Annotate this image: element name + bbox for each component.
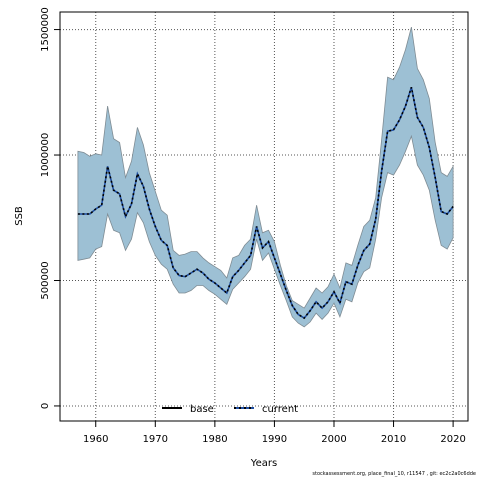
footer-credit: stockassessment.org, place_final_10, r11… bbox=[312, 471, 476, 477]
y-axis: 0 500000 1000000 1500000 bbox=[40, 7, 60, 409]
x-tick-label-1980: 1980 bbox=[202, 434, 227, 445]
legend-label-current: current bbox=[262, 404, 298, 415]
x-tick-label-1990: 1990 bbox=[262, 434, 287, 445]
y-tick-label-0: 0 bbox=[40, 403, 51, 409]
x-tick-label-1960: 1960 bbox=[83, 434, 108, 445]
plot-frame bbox=[59, 11, 469, 422]
x-tick-label-1970: 1970 bbox=[143, 434, 168, 445]
y-tick-label-1500000: 1500000 bbox=[40, 7, 51, 52]
x-tick-label-2010: 2010 bbox=[381, 434, 406, 445]
legend-label-base: base bbox=[190, 404, 214, 415]
y-tick-label-1000000: 1000000 bbox=[40, 133, 51, 178]
legend: base current bbox=[162, 404, 298, 415]
ssb-median-line-dots bbox=[77, 87, 454, 320]
y-tick-label-500000: 500000 bbox=[40, 261, 51, 299]
confidence-band bbox=[77, 26, 454, 328]
x-axis: 1960 1970 1980 1990 2000 2010 2020 bbox=[83, 421, 466, 445]
x-tick-label-2020: 2020 bbox=[440, 434, 465, 445]
x-tick-label-2000: 2000 bbox=[321, 434, 346, 445]
y-axis-label: SSB bbox=[14, 206, 25, 226]
x-axis-label: Years bbox=[250, 458, 277, 469]
